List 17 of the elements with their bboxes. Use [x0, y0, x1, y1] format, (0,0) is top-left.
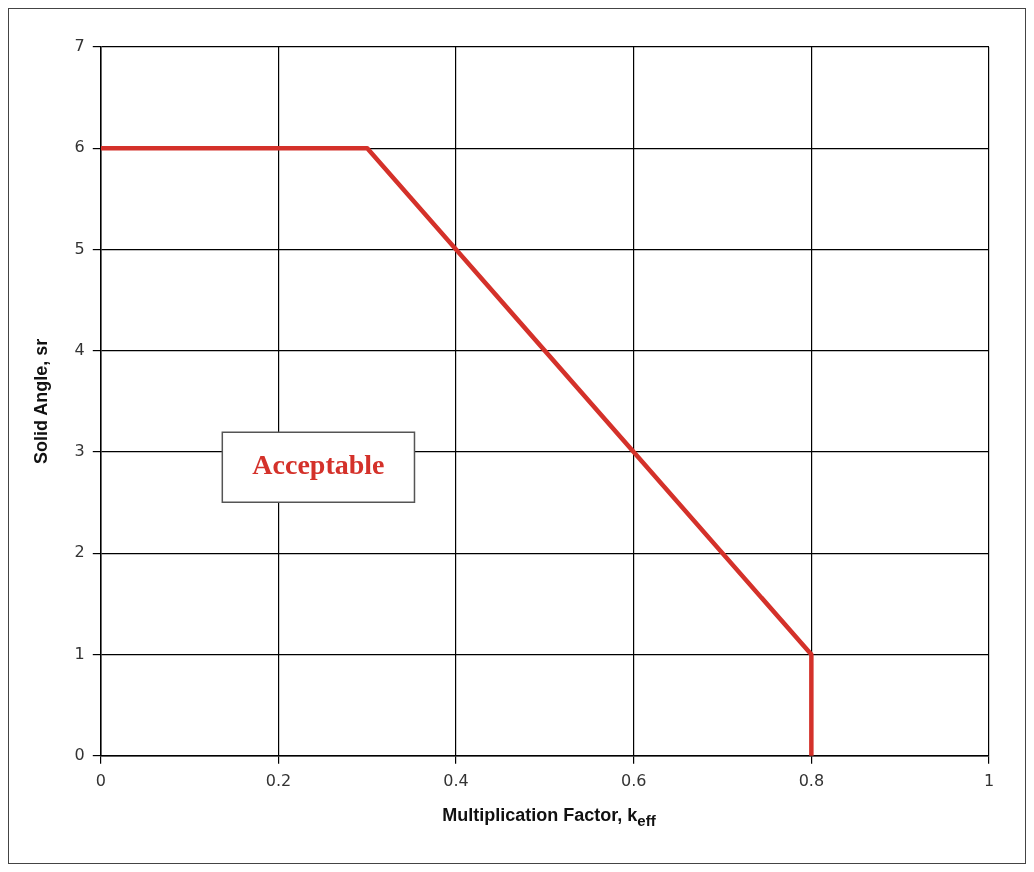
- y-tick-label: 6: [74, 137, 85, 157]
- x-axis-title: Multiplication Factor, k$_{eff}$: [441, 805, 657, 829]
- x-tick-label: 0.4: [443, 770, 469, 790]
- y-tick-label: 7: [74, 36, 85, 56]
- y-tick-label: 3: [74, 441, 85, 461]
- x-tick-label: 0: [95, 770, 106, 790]
- x-tick-label: 0.8: [798, 770, 825, 790]
- y-tick-label: 5: [74, 238, 85, 258]
- x-tick-label: 0.6: [620, 770, 647, 790]
- y-tick-label: 4: [74, 339, 85, 359]
- y-tick-label: 0: [74, 744, 85, 764]
- x-tick-label: 0.2: [265, 770, 292, 790]
- y-tick-label: 1: [74, 643, 85, 663]
- annotation: Acceptable: [252, 449, 385, 481]
- x-tick-label: 1: [983, 770, 995, 790]
- y-axis-title: Solid Angle, sr: [30, 338, 51, 465]
- y-tick-label: 2: [74, 542, 85, 562]
